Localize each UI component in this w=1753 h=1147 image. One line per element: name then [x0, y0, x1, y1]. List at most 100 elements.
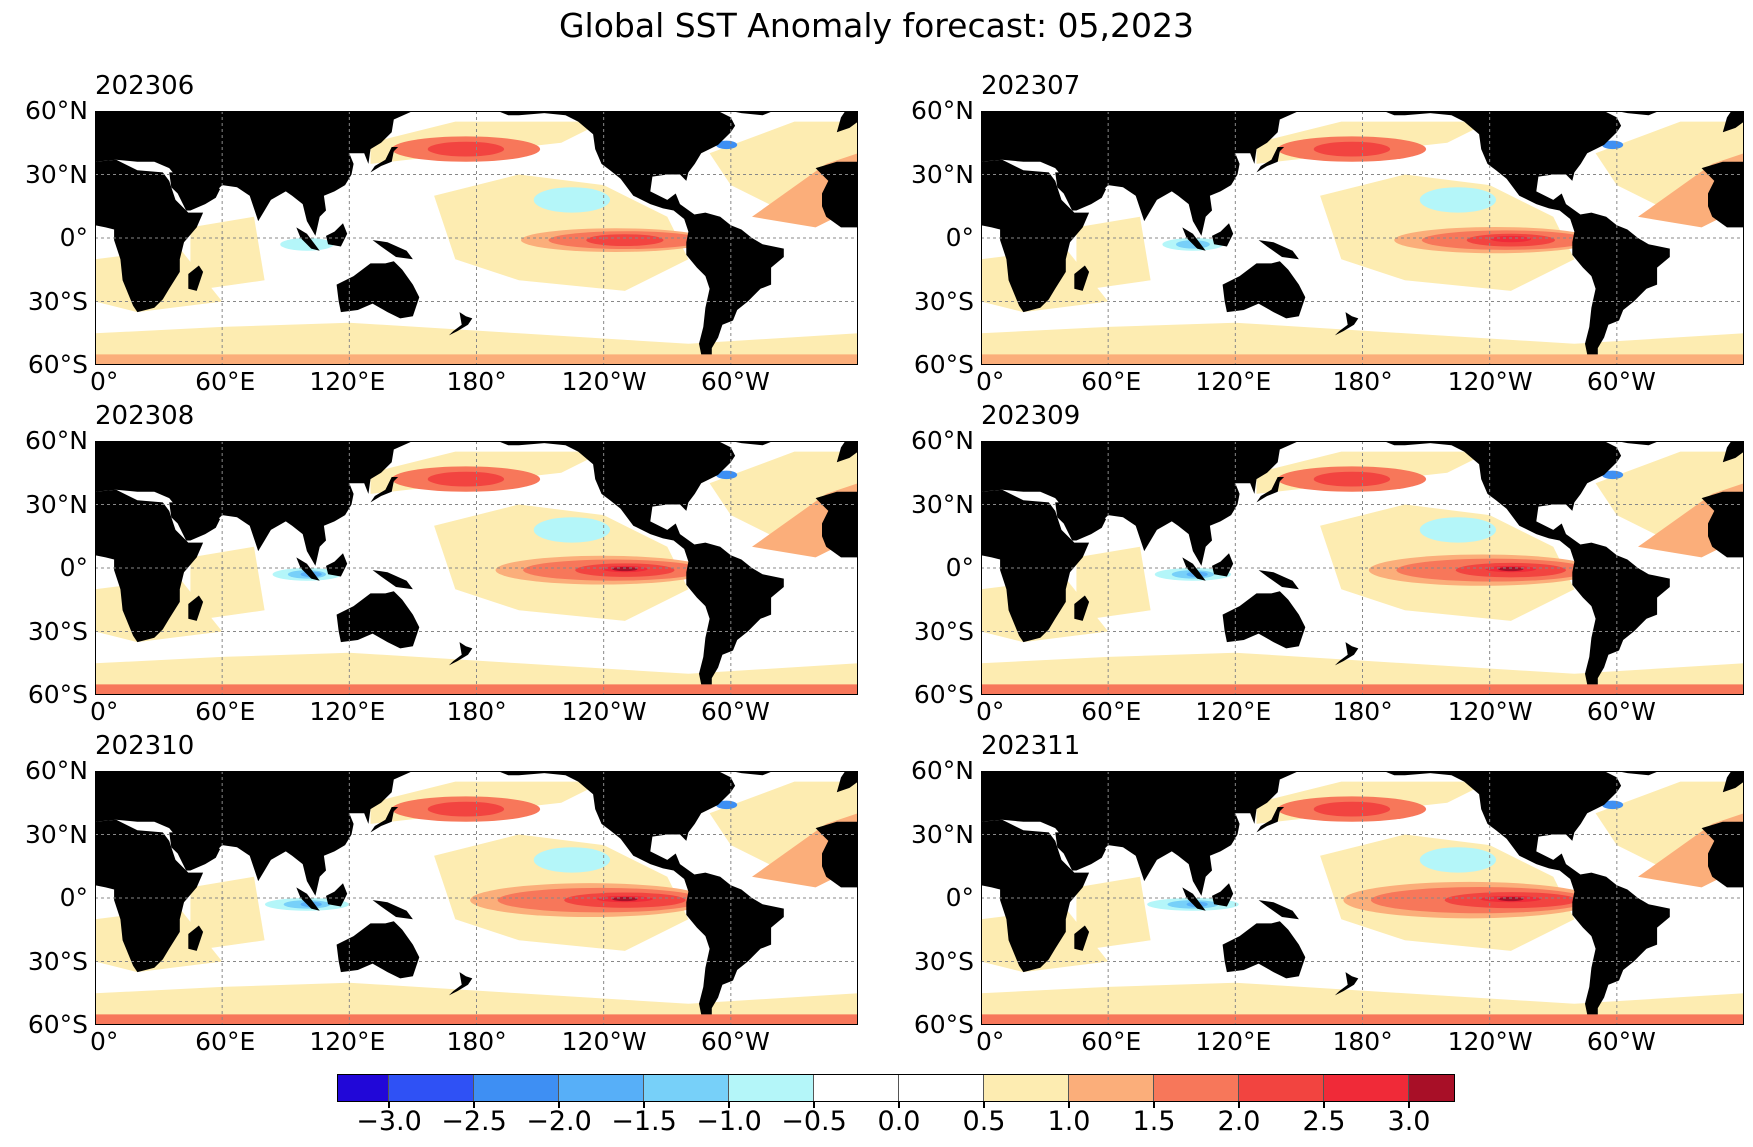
- lat-tick-label: 60°S: [27, 350, 88, 379]
- panel-label: 202310: [95, 731, 195, 761]
- landmass-arabia: [1055, 502, 1106, 541]
- map-panel-202308: 202308 60°N 30°N 0° 30°S 60°S 0° 60°E 120°E 180° 1…: [25, 401, 858, 726]
- lat-tick-label: 0°: [59, 553, 88, 582]
- warm-anomaly-indian-ocean: [1076, 876, 1151, 951]
- landmass-borneo: [326, 223, 348, 247]
- nino-peak: [1490, 235, 1532, 243]
- lat-tick-label: 30°N: [910, 819, 974, 849]
- landmass-ukEurope: [836, 441, 858, 463]
- panel-label: 202311: [981, 731, 1081, 761]
- landmass-newZealand: [448, 972, 473, 996]
- landmass-sumatra: [296, 887, 320, 911]
- lon-tick-label: 120°W: [1447, 1027, 1533, 1056]
- landmass-ukEurope: [836, 771, 858, 793]
- lat-tick-label: 30°N: [24, 489, 88, 519]
- warm-anomaly-kuroshio-core: [1313, 801, 1391, 817]
- warm-anomaly-kuroshio-core: [1313, 471, 1391, 487]
- panel-label: 202308: [95, 401, 195, 431]
- lon-tick-label: 120°E: [1195, 697, 1272, 726]
- landmass-europeAsia: [95, 771, 413, 896]
- landmass-newguinea: [1258, 240, 1299, 260]
- lon-tick-label: 60°E: [1081, 367, 1142, 396]
- landmass-africa: [95, 819, 204, 973]
- colorbar-tick-mark: [558, 1102, 560, 1108]
- cool-anomaly-gulf-stream: [1601, 140, 1624, 150]
- lat-tick-label: 30°S: [913, 946, 974, 976]
- landmass-newZealand: [448, 642, 473, 666]
- landmass-northAmerica: [1383, 441, 1622, 552]
- colorbar-tick-label: −1.5: [611, 1106, 677, 1137]
- lat-tick-label: 60°N: [24, 756, 88, 785]
- landmass-africa: [981, 489, 1090, 643]
- landmass-westAfricaEdge: [815, 821, 858, 888]
- lon-tick-label: 60°W: [700, 367, 770, 396]
- landmass-africa: [981, 819, 1090, 973]
- landmass-arabia: [169, 502, 220, 541]
- landmass-australia: [336, 921, 420, 979]
- landmass-madagascar: [188, 265, 204, 291]
- lon-tick-label: 60°W: [700, 697, 770, 726]
- colorbar-segment: [984, 1074, 1069, 1102]
- landmass-sumatra: [296, 227, 320, 251]
- lon-tick-label: 60°E: [1081, 697, 1142, 726]
- lon-tick-label: 0°: [90, 367, 119, 396]
- landmass-westAfricaEdge: [1701, 491, 1744, 558]
- lat-tick-label: 30°S: [913, 286, 974, 316]
- colorbar-segment: [899, 1074, 984, 1102]
- landmass-australia: [336, 261, 420, 319]
- map-panel-202306: 202306 60°N 30°N 0° 30°S 60°S 0° 60°E 120°E 180° 1…: [25, 71, 858, 396]
- cool-anomaly-northeast-pacific: [1419, 517, 1497, 543]
- colorbar-segment: [1154, 1074, 1239, 1102]
- panel-label: 202307: [981, 71, 1081, 101]
- lat-tick-label: 60°N: [910, 96, 974, 125]
- landmass-newZealand: [448, 312, 473, 336]
- warm-anomaly-indian-ocean: [1076, 546, 1151, 621]
- lat-tick-label: 30°N: [910, 489, 974, 519]
- lat-tick-label: 60°S: [27, 680, 88, 709]
- colorbar-tick-mark: [1238, 1102, 1240, 1108]
- landmass-greenland: [1616, 111, 1660, 116]
- colorbar: [337, 1074, 1455, 1102]
- lon-tick-label: 120°E: [1195, 367, 1272, 396]
- sst-anomaly-map: [981, 111, 1744, 365]
- warm-anomaly-kuroshio-core: [427, 141, 505, 157]
- lon-tick-label: 60°W: [1586, 367, 1656, 396]
- sst-anomaly-map: [95, 111, 858, 365]
- landmass-madagascar: [188, 595, 204, 621]
- landmass-europeAsia: [981, 111, 1299, 236]
- landmass-borneo: [1212, 223, 1234, 247]
- landmass-sumatra: [1182, 227, 1206, 251]
- map-panel-202311: 202311 60°N 30°N 0° 30°S 60°S 0° 60°E 120°E 180° 1…: [911, 731, 1744, 1056]
- lon-tick-label: 60°W: [1586, 1027, 1656, 1056]
- landmass-northAmerica: [497, 771, 736, 882]
- landmass-newZealand: [1334, 312, 1359, 336]
- panel-label: 202309: [981, 401, 1081, 431]
- lat-tick-label: 60°S: [913, 350, 974, 379]
- lat-tick-label: 60°N: [910, 756, 974, 785]
- colorbar-segment: [1409, 1074, 1455, 1102]
- colorbar-segment: [474, 1074, 559, 1102]
- lat-tick-label: 60°S: [913, 1010, 974, 1039]
- colorbar-tick-mark: [898, 1102, 900, 1108]
- lon-tick-label: 120°W: [1447, 697, 1533, 726]
- landmass-newZealand: [1334, 972, 1359, 996]
- landmass-arabia: [169, 832, 220, 871]
- landmass-northAmerica: [1383, 771, 1622, 882]
- map-frame: [95, 771, 858, 1025]
- lon-tick-label: 120°E: [309, 367, 386, 396]
- landmass-australia: [1222, 591, 1306, 649]
- cool-anomaly-gulf-stream: [715, 470, 738, 480]
- lon-tick-label: 120°W: [1447, 367, 1533, 396]
- landmass-japan: [370, 807, 399, 833]
- map-frame: [95, 111, 858, 365]
- landmass-arabia: [1055, 832, 1106, 871]
- landmass-sumatra: [296, 557, 320, 581]
- lat-tick-label: 0°: [945, 883, 974, 912]
- colorbar-tick-mark: [1408, 1102, 1410, 1108]
- colorbar-segment: [337, 1074, 389, 1102]
- colorbar-tick-mark: [1323, 1102, 1325, 1108]
- colorbar-tick-mark: [388, 1102, 390, 1108]
- colorbar-segment: [1324, 1074, 1409, 1102]
- map-panel-202310: 202310 60°N 30°N 0° 30°S 60°S 0° 60°E 120°E 180° 1…: [25, 731, 858, 1056]
- cool-anomaly-northeast-pacific: [1419, 847, 1497, 873]
